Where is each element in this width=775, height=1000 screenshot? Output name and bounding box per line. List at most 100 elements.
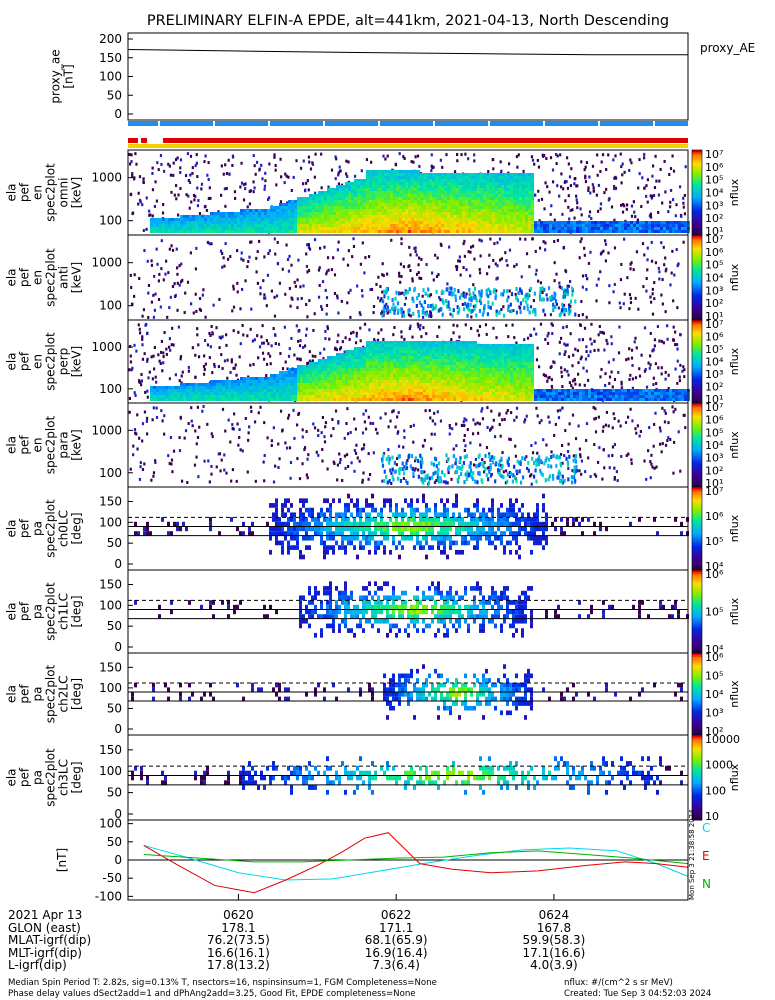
spectrogram-cell [140,383,143,387]
spectrogram-cell [661,278,664,282]
spectrogram-cell [162,224,165,227]
spectrogram-cell [487,304,490,309]
ylabel-line: [keV] [70,177,84,208]
spectrogram-cell [519,194,522,197]
spectrogram-cell [308,359,312,363]
spectrogram-cell [312,365,315,368]
spectrogram-cell [623,170,626,174]
spectrogram-cell [177,395,180,398]
spectrogram-cell [546,230,549,233]
spectrogram-cell [417,292,420,297]
spectrogram-cell [249,395,252,398]
spectrogram-cell [531,191,534,194]
spectrogram-cell [540,297,543,302]
spectrogram-cell [321,377,324,380]
spectrogram-cell [141,343,144,347]
spectrogram-cell [366,224,369,227]
spectrogram-cell [240,377,243,380]
spectrogram-cell [562,303,566,307]
spectrogram-cell [643,186,646,190]
spectrogram-cell [330,368,333,371]
spectrogram-cell [360,169,363,173]
spectrogram-cell [270,221,273,224]
spectrogram-cell [669,227,672,230]
spectrogram-cell [620,203,623,207]
spectrogram-cell [156,386,159,389]
spectrogram-cell [613,185,616,189]
spectrogram-cell [351,185,354,188]
spectrogram-cell [363,230,366,233]
spectrogram-cell [288,209,291,212]
spectrogram-cell [291,203,294,206]
spectrogram-cell [549,227,552,230]
spectrogram-cell [417,311,420,316]
spectrogram-cell [417,325,420,329]
spectrogram-cell [666,230,669,233]
spectrogram-cell [387,179,390,182]
spectrogram-cell [459,194,462,197]
spectrogram-cell [231,389,234,392]
spectrogram-cell [228,230,231,233]
spectrogram-cell [654,362,657,366]
spectrogram-cell [415,272,419,276]
spectrogram-cell [262,341,265,345]
spectrogram-cell [327,398,330,401]
spectrogram-cell [270,289,274,293]
spectrogram-cell [564,221,567,224]
spectrogram-cell [579,323,582,327]
spectrogram-cell [599,207,602,211]
spectrogram-cell [525,188,528,191]
spectrogram-cell [398,271,401,275]
spectrogram-cell [489,206,492,209]
spectrogram-cell [411,227,414,230]
spectrogram-cell [437,308,440,313]
spectrogram-cell [429,203,432,206]
spectrogram-cell [246,386,249,389]
colorbar-cell [692,245,702,249]
spectrogram-cell [399,215,402,218]
spectrogram-cell [172,173,175,177]
spectrogram-cell [444,221,447,224]
spectrogram-cell [252,154,255,158]
spectrogram-cell [650,196,653,200]
spectrogram-cell [421,310,424,315]
spectrogram-cell [483,191,486,194]
spectrogram-cell [621,230,624,233]
ylabel-line: ela [5,183,19,201]
spectrogram-cell [618,325,621,329]
spectrogram-cell [432,188,435,191]
spectrogram-cell [462,221,465,224]
spectrogram-cell [474,296,477,301]
spectrogram-cell [303,371,306,374]
spectrogram-cell [435,227,438,230]
spectrogram-cell [531,221,534,224]
spectrogram-cell [414,200,417,203]
spectrogram-cell [516,182,519,185]
spectrogram-cell [210,224,213,227]
spectrogram-cell [603,348,606,352]
spectrogram-cell [385,290,388,295]
spectrogram-cell [423,185,426,188]
spectrogram-cell [459,179,462,182]
spectrogram-cell [264,179,267,183]
spectrogram-cell [423,200,426,203]
spectrogram-cell [634,376,638,380]
spectrogram-cell [210,386,213,389]
spectrogram-cell [408,218,411,221]
spectrogram-cell [528,224,531,227]
spectrogram-cell [522,182,525,185]
spectrogram-cell [282,209,285,212]
spectrogram-cell [171,392,174,395]
spectrogram-cell [489,173,492,176]
spectrogram-cell [279,215,282,218]
spectrogram-cell [171,386,174,389]
spectrogram-cell [143,249,146,253]
spectrogram-cell [320,152,323,156]
colorbar-cell [692,262,702,266]
spectrogram-cell [661,302,664,306]
spectrogram-cell [492,179,495,182]
spectrogram-cell [457,259,460,263]
spectrogram-cell [291,383,294,386]
spectrogram-cell [240,251,243,255]
spectrogram-cell [519,215,522,218]
